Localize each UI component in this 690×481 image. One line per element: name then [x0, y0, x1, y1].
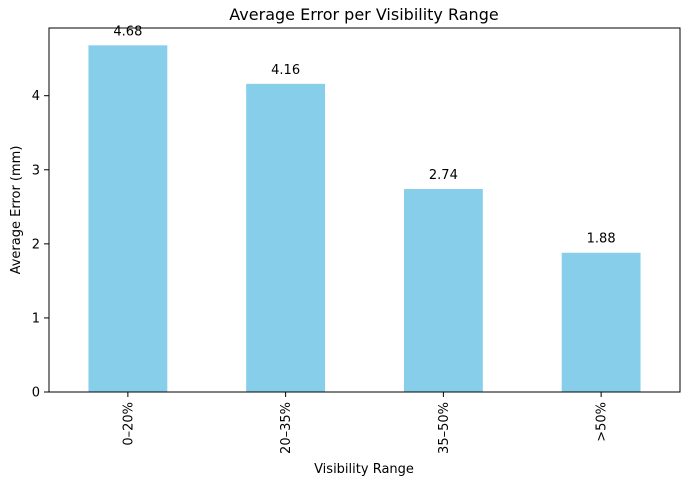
plot-area-frame	[48, 27, 681, 393]
chart-title: Average Error per Visibility Range	[229, 5, 498, 24]
bars-group	[88, 45, 641, 392]
y-tick-label: 3	[32, 163, 40, 178]
bar	[88, 45, 168, 392]
x-tick-label: 20–35%	[279, 402, 294, 454]
y-tick-label: 2	[32, 237, 40, 252]
y-tick-label: 1	[32, 311, 40, 326]
data-label: 4.68	[113, 24, 142, 39]
bar	[561, 252, 641, 392]
x-axis-title: Visibility Range	[314, 462, 414, 477]
x-tick-label: 0–20%	[121, 402, 136, 446]
bar	[403, 189, 483, 392]
data-labels-group: 4.68 4.16 2.74 1.88	[113, 24, 615, 246]
data-label: 4.16	[271, 63, 300, 78]
y-tick-label: 4	[32, 89, 40, 104]
y-axis-title: Average Error (mm)	[9, 146, 24, 275]
data-label: 1.88	[587, 232, 616, 247]
bar	[246, 83, 326, 392]
data-label: 2.74	[429, 168, 458, 183]
y-tick-label: 0	[32, 386, 40, 401]
x-tick-label: 35–50%	[437, 402, 452, 454]
x-axis: 0–20% 20–35% 35–50% >50%	[121, 392, 610, 454]
x-tick-label: >50%	[595, 402, 610, 442]
y-axis: 0 1 2 3 4	[32, 89, 49, 401]
